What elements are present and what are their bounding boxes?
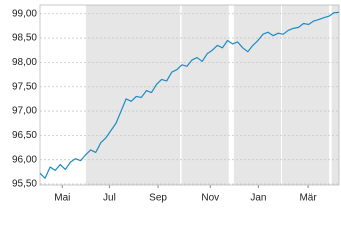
price-line [39, 11, 340, 179]
plot-frame [39, 4, 340, 186]
y-tick-label: 96,00 [12, 154, 37, 165]
month-band [85, 5, 133, 185]
month-band [233, 5, 281, 185]
y-tick-label: 99,00 [12, 8, 37, 19]
month-band [331, 5, 339, 185]
y-tick-label: 97,00 [12, 106, 37, 117]
x-tick-label: Mär [299, 193, 317, 204]
x-tick-label: Mai [54, 193, 70, 204]
y-tick-label: 98,50 [12, 33, 37, 44]
y-tick-label: 97,50 [12, 81, 37, 92]
x-tick-label: Nov [201, 193, 219, 204]
x-tick-label: Jul [103, 193, 116, 204]
y-tick-label: 96,50 [12, 130, 37, 141]
x-tick-label: Sep [149, 193, 167, 204]
month-band [281, 5, 330, 185]
page: 95,50 96,00 96,50 97,00 97,50 98,00 98,50 99,00… [11, 4, 340, 204]
month-band [181, 5, 229, 185]
y-tick-label: 95,50 [12, 179, 37, 190]
y-tick-label: 98,00 [12, 57, 37, 68]
month-band [132, 5, 181, 185]
chart: 95,50 96,00 96,50 97,00 97,50 98,00 98,50 99,00… [12, 4, 340, 204]
x-tick-label: Jan [250, 193, 266, 204]
